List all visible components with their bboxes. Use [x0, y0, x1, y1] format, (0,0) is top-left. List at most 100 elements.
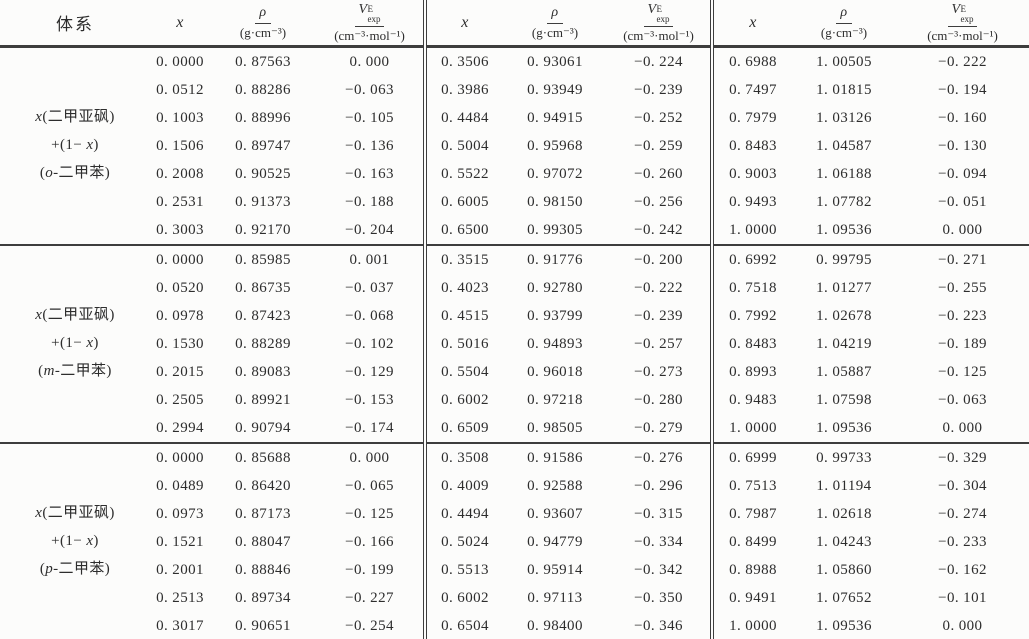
- value-cell: 0. 85985: [210, 244, 316, 274]
- value-cell: −0. 223: [938, 307, 987, 324]
- value-cell: −0. 160: [938, 109, 987, 126]
- value-cell: 0. 5513: [423, 556, 503, 584]
- value-cell: 0. 3515: [423, 244, 503, 274]
- value-cell: 0. 1521: [156, 533, 204, 550]
- value-cell: 0. 6988: [710, 46, 792, 76]
- value-cell: 0. 97113: [527, 589, 583, 606]
- value-cell: −0. 276: [607, 442, 712, 472]
- value-cell: 0. 87423: [235, 307, 291, 324]
- value-cell: 1. 09536: [816, 221, 872, 238]
- value-cell: 0. 4494: [423, 500, 503, 528]
- value-cell: 1. 04219: [816, 335, 872, 352]
- table-row: 0. 0973 0. 87173 −0. 125 0. 4494 0. 93607 −0.…: [0, 500, 1029, 528]
- value-cell: 1. 0000: [710, 612, 792, 639]
- table-row: 0. 2001 0. 88846 −0. 199 0. 5513 0. 95914 −0.…: [0, 556, 1029, 584]
- value-cell: −0. 162: [938, 561, 987, 578]
- value-cell: 0. 93799: [527, 307, 583, 324]
- header-system: 体系: [0, 0, 150, 48]
- value-cell: 0. 4484: [423, 104, 503, 132]
- value-cell: 0. 88289: [235, 335, 291, 352]
- value-cell: 0. 5522: [423, 160, 503, 188]
- table-row: 0. 1506 0. 89747 −0. 136 0. 5004 0. 95968 −0.…: [0, 132, 1029, 160]
- value-cell: 0. 6002: [423, 584, 503, 612]
- value-cell: 0. 87173: [235, 505, 291, 522]
- value-cell: −0. 224: [634, 53, 683, 70]
- value-cell: −0. 222: [938, 53, 987, 70]
- value-cell: −0. 280: [634, 391, 683, 408]
- value-cell: 0. 7987: [710, 500, 792, 528]
- value-cell: 1. 02618: [816, 505, 872, 522]
- table-row: x(二甲亚砜) +(1− x) (m-二甲苯) 0. 0000 0. 85985 0. 0…: [0, 244, 1029, 443]
- value-cell: 0. 0000: [150, 442, 210, 472]
- header-x-1: x: [150, 0, 210, 48]
- value-cell: 1. 05887: [816, 363, 872, 380]
- value-cell: 0. 99733: [792, 442, 896, 472]
- value-cell: −0. 068: [345, 307, 394, 324]
- value-cell: 0. 2505: [156, 391, 204, 408]
- value-cell: 0. 91586: [503, 442, 607, 472]
- value-cell: 0. 3017: [156, 617, 204, 634]
- value-cell: 0. 000: [942, 419, 983, 436]
- value-cell: 0. 86420: [235, 477, 291, 494]
- value-cell: 0. 4009: [423, 472, 503, 500]
- value-cell: 0. 6002: [423, 386, 503, 414]
- value-cell: 0. 93949: [527, 81, 583, 98]
- value-cell: 0. 001: [316, 244, 425, 274]
- value-cell: −0. 194: [938, 81, 987, 98]
- header-rho-1: ρ (g·cm⁻³): [210, 0, 316, 48]
- value-cell: 1. 09536: [816, 617, 872, 634]
- value-cell: −0. 037: [345, 279, 394, 296]
- value-cell: 0. 2531: [156, 193, 204, 210]
- value-cell: 0. 0000: [150, 244, 210, 274]
- value-cell: 0. 89083: [235, 363, 291, 380]
- value-cell: 0. 1003: [156, 109, 204, 126]
- value-cell: −0. 256: [634, 193, 683, 210]
- table-row: 0. 2505 0. 89921 −0. 153 0. 6002 0. 97218 −0.…: [0, 386, 1029, 414]
- value-cell: 0. 99795: [792, 244, 896, 274]
- value-cell: 0. 6999: [710, 442, 792, 472]
- table-row: 0. 0520 0. 86735 −0. 037 0. 4023 0. 92780 −0.…: [0, 274, 1029, 302]
- value-cell: 0. 6992: [710, 244, 792, 274]
- value-cell: 1. 01194: [816, 477, 872, 494]
- value-cell: 0. 90525: [235, 165, 291, 182]
- value-cell: 0. 98150: [527, 193, 583, 210]
- rho-fraction: ρ (g·cm⁻³): [531, 5, 579, 41]
- value-cell: 0. 2001: [156, 561, 204, 578]
- value-cell: −0. 153: [345, 391, 394, 408]
- value-cell: 0. 2015: [156, 363, 204, 380]
- value-cell: 0. 2008: [156, 165, 204, 182]
- table-row: 0. 3003 0. 92170 −0. 204 0. 6500 0. 99305 −0.…: [0, 216, 1029, 245]
- value-cell: 1. 0000: [710, 216, 792, 245]
- value-cell: 0. 87563: [235, 53, 291, 70]
- value-cell: 0. 1506: [156, 137, 204, 154]
- table-row: 0. 2513 0. 89734 −0. 227 0. 6002 0. 97113 −0.…: [0, 584, 1029, 612]
- table-row: 0. 2994 0. 90794 −0. 174 0. 6509 0. 98505 −0.…: [0, 414, 1029, 443]
- value-cell: 1. 07652: [816, 589, 872, 606]
- value-cell: 0. 98505: [527, 419, 583, 436]
- value-cell: 0. 8483: [710, 330, 792, 358]
- value-cell: −0. 239: [634, 81, 683, 98]
- value-cell: 0. 93061: [527, 53, 583, 70]
- value-cell: 0. 91776: [503, 244, 607, 274]
- value-cell: 0. 90794: [235, 419, 291, 436]
- value-cell: 1. 04587: [816, 137, 872, 154]
- value-cell: 0. 9483: [710, 386, 792, 414]
- value-cell: 1. 06188: [816, 165, 872, 182]
- value-cell: 0. 7513: [710, 472, 792, 500]
- value-cell: 0. 86735: [235, 279, 291, 296]
- header-x-2: x: [423, 0, 503, 48]
- value-cell: 0. 7992: [710, 302, 792, 330]
- value-cell: 0. 7518: [710, 274, 792, 302]
- value-cell: −0. 199: [345, 561, 394, 578]
- value-cell: 0. 4023: [423, 274, 503, 302]
- value-cell: 0. 98400: [527, 617, 583, 634]
- value-cell: −0. 227: [345, 589, 394, 606]
- value-cell: −0. 051: [938, 193, 987, 210]
- value-cell: 0. 92588: [527, 477, 583, 494]
- value-cell: 0. 0512: [156, 81, 204, 98]
- value-cell: 0. 6504: [423, 612, 503, 639]
